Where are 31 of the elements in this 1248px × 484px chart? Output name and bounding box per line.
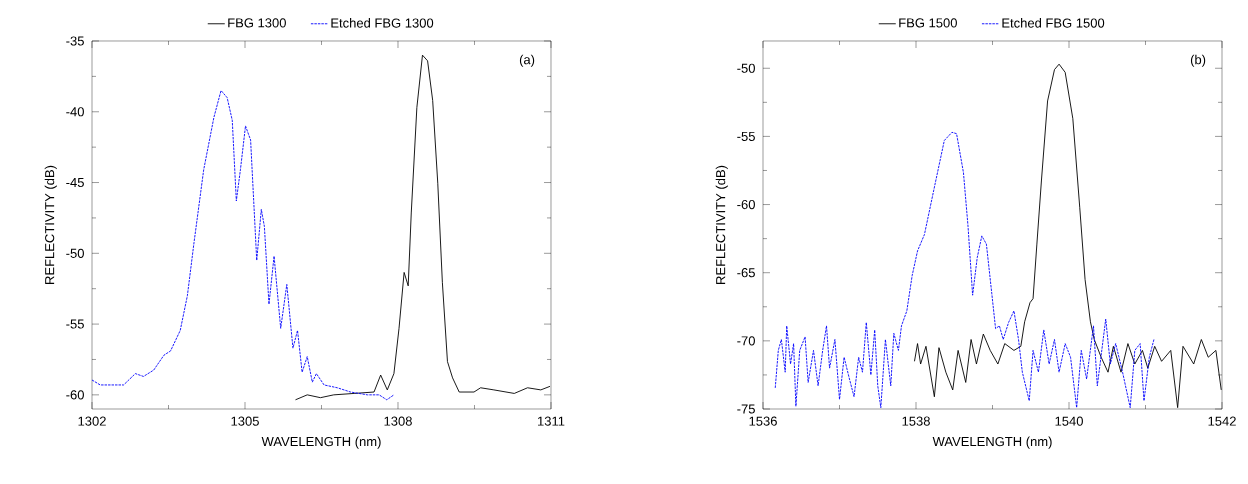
y-axis-title: REFLECTIVITY (dB) (44, 165, 57, 284)
x-axis-title: WAVELENGTH (nm) (932, 436, 1052, 449)
line-series (774, 131, 1155, 409)
legend-label: Etched FBG 1500 (1002, 18, 1105, 28)
legend-label: Etched FBG 1300 (331, 18, 434, 28)
y-tick-label: -70 (737, 336, 755, 346)
y-tick-label: -55 (66, 319, 84, 329)
x-tick-label: 1538 (902, 416, 930, 426)
x-tick-label: 1311 (538, 416, 565, 426)
y-tick-label: -45 (66, 178, 84, 188)
x-tick-label: 1308 (384, 416, 412, 426)
annotation: (a) (519, 54, 535, 67)
y-axis-title: REFLECTIVITY (dB) (715, 165, 728, 284)
annotation: (b) (1190, 54, 1206, 67)
x-tick-label: 1305 (231, 416, 259, 426)
x-tick-label: 1536 (749, 416, 777, 426)
y-tick-label: -65 (737, 268, 755, 278)
y-tick-label: -55 (737, 131, 755, 141)
y-tick-label: -40 (66, 107, 84, 117)
y-tick-label: -50 (737, 63, 755, 73)
x-tick-label: 1302 (78, 416, 106, 426)
x-axis-title: WAVELENGTH (nm) (261, 436, 381, 449)
legend-label: FBG 1300 (228, 18, 286, 28)
y-tick-label: -35 (66, 36, 84, 46)
x-tick-label: 1542 (1208, 416, 1236, 426)
x-tick-label: 1540 (1055, 416, 1083, 426)
y-tick-label: -75 (737, 404, 755, 414)
y-tick-label: -50 (66, 248, 84, 258)
y-tick-label: -60 (66, 390, 84, 400)
y-tick-label: -60 (737, 199, 755, 210)
legend-label: FBG 1500 (899, 18, 957, 28)
